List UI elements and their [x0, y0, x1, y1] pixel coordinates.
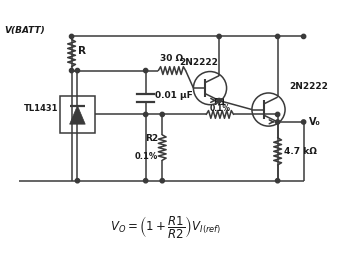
- Polygon shape: [70, 106, 85, 124]
- Text: TL1431: TL1431: [24, 104, 58, 113]
- Text: 4.7 kΩ: 4.7 kΩ: [284, 147, 317, 156]
- Circle shape: [160, 112, 164, 117]
- Circle shape: [75, 68, 80, 73]
- Circle shape: [69, 68, 74, 73]
- Text: 0.1%: 0.1%: [209, 105, 231, 113]
- Text: 0.1%: 0.1%: [135, 152, 158, 161]
- Circle shape: [275, 120, 280, 124]
- Circle shape: [144, 68, 148, 73]
- Text: R: R: [79, 46, 86, 56]
- Circle shape: [302, 120, 306, 124]
- Text: 30 Ω: 30 Ω: [160, 54, 184, 63]
- Text: V₀: V₀: [308, 117, 320, 127]
- Circle shape: [217, 99, 221, 103]
- Circle shape: [75, 179, 80, 183]
- Circle shape: [160, 179, 164, 183]
- Text: 0.01 μF: 0.01 μF: [155, 91, 193, 100]
- Circle shape: [144, 179, 148, 183]
- Circle shape: [144, 112, 148, 117]
- Text: R2: R2: [145, 134, 158, 143]
- Circle shape: [302, 34, 306, 39]
- Text: 2N2222: 2N2222: [179, 58, 218, 67]
- Circle shape: [275, 112, 280, 117]
- Bar: [60, 96, 95, 133]
- Circle shape: [275, 179, 280, 183]
- Text: R1: R1: [213, 98, 226, 107]
- Circle shape: [69, 34, 74, 39]
- Text: V(BATT): V(BATT): [4, 26, 45, 35]
- Text: 2N2222: 2N2222: [289, 82, 328, 91]
- Text: $V_O = \left(1 + \dfrac{R1}{R2}\right)V_{I(ref)}$: $V_O = \left(1 + \dfrac{R1}{R2}\right)V_…: [110, 214, 221, 239]
- Circle shape: [275, 34, 280, 39]
- Circle shape: [217, 34, 221, 39]
